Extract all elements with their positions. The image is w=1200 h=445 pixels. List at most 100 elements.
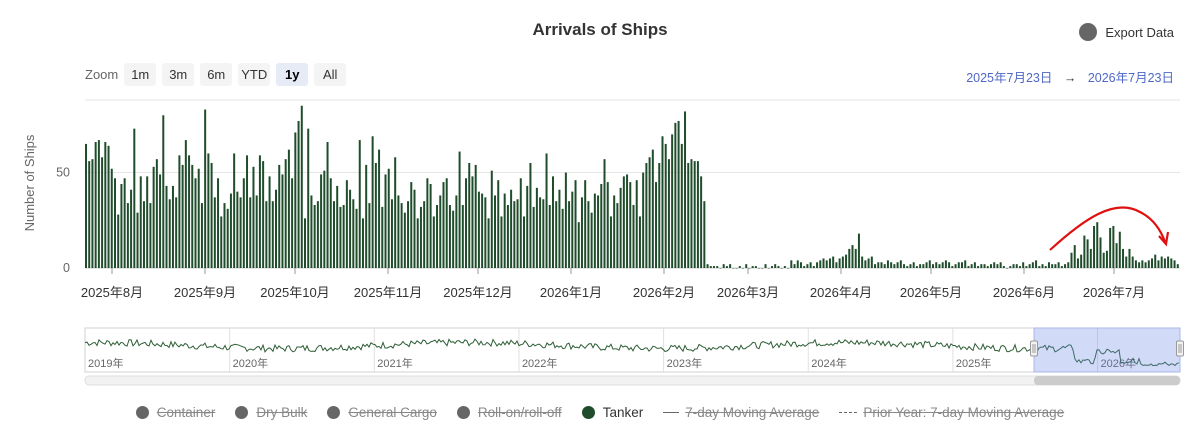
bar[interactable] — [535, 187, 538, 268]
bar[interactable] — [162, 115, 165, 269]
bar[interactable] — [606, 182, 609, 268]
bar[interactable] — [754, 266, 757, 268]
bar[interactable] — [1006, 268, 1009, 269]
bar[interactable] — [1112, 226, 1115, 268]
bar[interactable] — [423, 201, 426, 268]
legend-item-prior-year-7-day-moving-average[interactable]: Prior Year: 7-day Moving Average — [839, 405, 1064, 420]
bar[interactable] — [825, 260, 828, 268]
bar[interactable] — [1099, 237, 1102, 268]
bar[interactable] — [378, 149, 381, 268]
bar[interactable] — [262, 161, 265, 268]
bar[interactable] — [297, 121, 300, 268]
bar[interactable] — [307, 128, 310, 268]
bar[interactable] — [91, 159, 94, 268]
bar[interactable] — [613, 195, 616, 268]
bar[interactable] — [120, 184, 123, 268]
bar[interactable] — [426, 178, 429, 268]
bar[interactable] — [767, 268, 770, 269]
bar[interactable] — [854, 248, 857, 268]
bar[interactable] — [742, 268, 744, 269]
bar[interactable] — [213, 197, 216, 268]
bar[interactable] — [1031, 262, 1034, 268]
bar[interactable] — [600, 184, 603, 268]
bar[interactable] — [896, 262, 899, 268]
bar[interactable] — [590, 212, 593, 268]
bar[interactable] — [651, 149, 654, 268]
bar[interactable] — [989, 264, 992, 268]
bar[interactable] — [690, 159, 693, 268]
bar[interactable] — [616, 203, 619, 268]
bar[interactable] — [890, 262, 893, 268]
bar[interactable] — [1102, 252, 1105, 268]
bar[interactable] — [194, 178, 197, 268]
bar[interactable] — [803, 266, 806, 268]
bar[interactable] — [104, 142, 107, 268]
bar[interactable] — [1086, 239, 1089, 268]
bar[interactable] — [1160, 256, 1163, 268]
bar[interactable] — [539, 197, 542, 268]
bar[interactable] — [870, 256, 873, 268]
bar[interactable] — [300, 105, 303, 268]
bar[interactable] — [777, 266, 780, 268]
bar[interactable] — [1096, 222, 1099, 268]
bar[interactable] — [880, 262, 883, 268]
bar[interactable] — [374, 163, 377, 268]
bar[interactable] — [1167, 256, 1170, 268]
bar[interactable] — [1073, 245, 1076, 268]
bar[interactable] — [867, 258, 870, 268]
bar[interactable] — [513, 201, 516, 268]
bar[interactable] — [1083, 235, 1086, 268]
bar[interactable] — [835, 262, 838, 268]
bar[interactable] — [780, 268, 783, 269]
bar[interactable] — [983, 264, 986, 268]
bar[interactable] — [506, 205, 509, 268]
bar[interactable] — [442, 182, 445, 268]
bar[interactable] — [864, 260, 867, 268]
bar[interactable] — [799, 262, 802, 268]
bar[interactable] — [1012, 264, 1015, 268]
scrollbar-track[interactable] — [84, 375, 1181, 386]
bar[interactable] — [526, 185, 529, 268]
bar[interactable] — [110, 168, 113, 268]
bar[interactable] — [674, 122, 677, 268]
bar[interactable] — [133, 128, 136, 268]
bar[interactable] — [452, 210, 455, 268]
bar[interactable] — [954, 264, 957, 268]
bar[interactable] — [986, 266, 989, 268]
bar[interactable] — [130, 189, 133, 268]
legend-item-dry-bulk[interactable]: Dry Bulk — [235, 405, 307, 420]
bar[interactable] — [764, 264, 767, 268]
bar[interactable] — [993, 262, 996, 268]
bar[interactable] — [632, 205, 635, 268]
bar[interactable] — [1041, 264, 1044, 268]
bar[interactable] — [564, 172, 567, 268]
bar[interactable] — [957, 262, 960, 268]
bar[interactable] — [1125, 256, 1128, 268]
bar[interactable] — [394, 157, 397, 268]
bar[interactable] — [217, 178, 220, 268]
bar[interactable] — [845, 254, 848, 268]
bar[interactable] — [294, 132, 297, 268]
bar[interactable] — [323, 170, 326, 268]
bar[interactable] — [857, 233, 860, 268]
bar[interactable] — [429, 184, 432, 268]
bar[interactable] — [1022, 262, 1025, 268]
bar[interactable] — [181, 164, 184, 268]
bar[interactable] — [551, 176, 554, 268]
bar[interactable] — [655, 182, 658, 268]
bar[interactable] — [935, 262, 938, 268]
bar[interactable] — [352, 199, 355, 268]
zoom-1m-button[interactable]: 1m — [124, 63, 157, 86]
bar[interactable] — [310, 195, 313, 268]
zoom-3m-button[interactable]: 3m — [162, 63, 195, 86]
bar[interactable] — [687, 163, 690, 268]
bar[interactable] — [365, 164, 368, 268]
bar[interactable] — [88, 161, 91, 268]
bar[interactable] — [184, 140, 187, 268]
bar[interactable] — [848, 248, 851, 268]
bar[interactable] — [706, 264, 709, 268]
bar[interactable] — [149, 203, 152, 268]
bar[interactable] — [735, 268, 738, 269]
bar[interactable] — [851, 245, 854, 268]
bar[interactable] — [684, 111, 687, 268]
